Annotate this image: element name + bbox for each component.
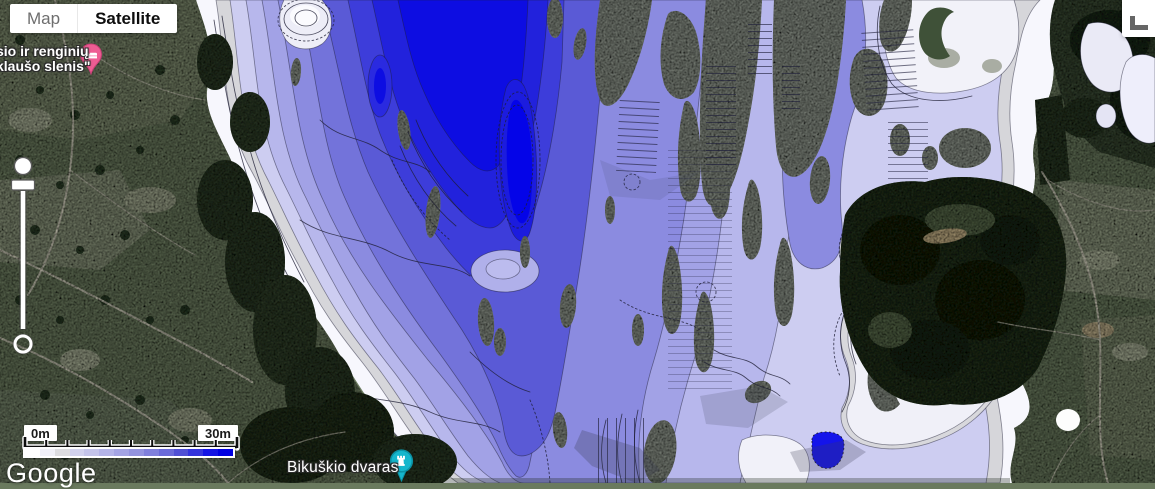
map-type-control: Map Satellite [10, 4, 178, 33]
depth-gradient-bar [23, 447, 235, 458]
zoom-slider-thumb[interactable] [10, 179, 36, 191]
map-type-button-satellite[interactable]: Satellite [77, 4, 178, 33]
fullscreen-button[interactable] [1122, 0, 1155, 37]
attraction-marker-label: Bikuškio dvaras [287, 459, 399, 476]
map-type-button-map[interactable]: Map [10, 4, 78, 33]
bed-icon [79, 43, 103, 76]
depth-legend: 0m 30m [22, 424, 240, 462]
zoom-slider-control [6, 150, 40, 367]
depth-legend-max-label: 30m [197, 425, 238, 441]
attraction-marker-pin[interactable] [388, 449, 415, 488]
castle-icon [389, 449, 414, 483]
fullscreen-icon [1130, 16, 1148, 30]
google-logo[interactable]: Google [6, 458, 97, 488]
zoom-track [19, 190, 27, 330]
depth-legend-min-label: 0m [24, 425, 57, 441]
lodging-marker-pin[interactable] [79, 43, 103, 80]
lodging-marker-label: sio ir renginių klaušo slenis" [0, 43, 91, 74]
zoom-in-button[interactable] [13, 156, 33, 176]
